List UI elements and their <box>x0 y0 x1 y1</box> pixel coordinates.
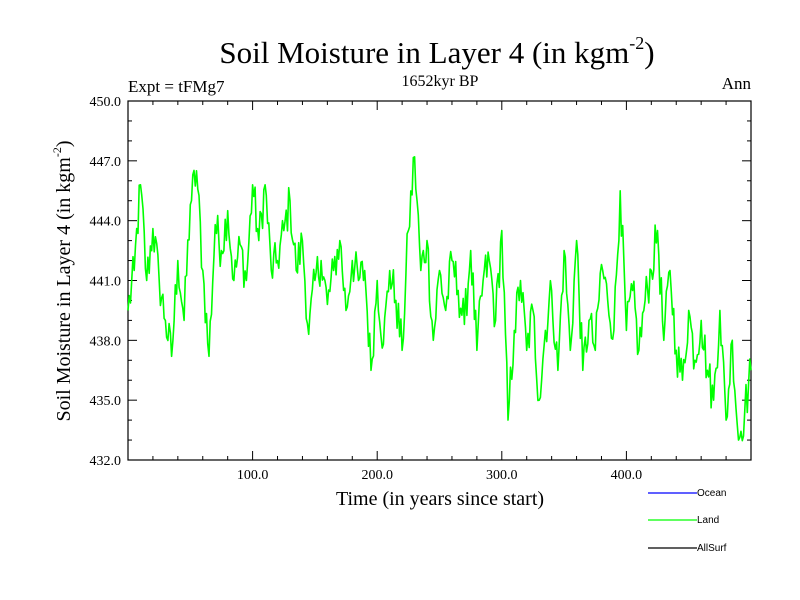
legend-label-land: Land <box>697 515 719 526</box>
x-tick-label: 300.0 <box>486 468 518 483</box>
x-axis-ticks: 100.0 200.0 300.0 400.0 <box>152 101 727 483</box>
y-tick-label: 432.0 <box>90 454 122 469</box>
y-tick-label: 447.0 <box>90 155 122 170</box>
season-label: Ann <box>722 74 752 93</box>
y-tick-label: 438.0 <box>90 334 122 349</box>
series-layer <box>127 156 752 442</box>
chart-title-close: ) <box>644 35 654 70</box>
x-tick-label: 400.0 <box>611 468 643 483</box>
plot-area <box>127 100 752 461</box>
y-axis-label: Soil Moisture in Layer 4 (in kgm-2) <box>50 140 75 421</box>
y-tick-label: 450.0 <box>90 95 122 110</box>
chart-subtitle: 1652kyr BP <box>402 73 479 90</box>
y-axis-ticks: 432.0 435.0 438.0 441.0 444.0 447.0 450.0 <box>90 95 751 469</box>
y-axis-label-sup: -2 <box>50 147 64 157</box>
x-tick-label: 200.0 <box>361 468 393 483</box>
series-line-land <box>127 156 752 442</box>
experiment-label: Expt = tFMg7 <box>128 77 225 96</box>
legend-label-allsurf: AllSurf <box>697 543 727 554</box>
y-tick-label: 435.0 <box>90 394 122 409</box>
legend: Ocean Land AllSurf <box>648 488 727 554</box>
chart-title-sup: -2 <box>629 33 644 53</box>
x-tick-label: 100.0 <box>237 468 269 483</box>
y-axis-label-close: ) <box>53 140 75 147</box>
legend-label-ocean: Ocean <box>697 488 726 499</box>
chart-title: Soil Moisture in Layer 4 (in kgm-2) <box>219 33 654 70</box>
y-tick-label: 441.0 <box>90 275 122 290</box>
y-tick-label: 444.0 <box>90 215 122 230</box>
x-axis-label: Time (in years since start) <box>336 488 544 510</box>
